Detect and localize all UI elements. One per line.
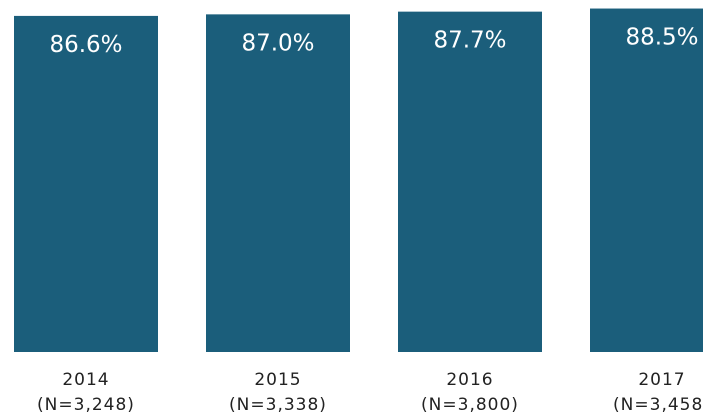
x-tick-label: 2014 (N=3,248) xyxy=(37,370,135,415)
bar xyxy=(206,14,350,352)
x-tick-label: 2016 (N=3,800) xyxy=(421,370,519,415)
value-label: 87.7% xyxy=(433,28,506,54)
value-label: 86.6% xyxy=(49,32,122,58)
bar xyxy=(590,8,703,353)
bar xyxy=(398,11,542,352)
x-tick-label: 2015 (N=3,338) xyxy=(229,370,327,415)
x-tick-label: 2017 (N=3,458) xyxy=(613,370,703,415)
value-label: 88.5% xyxy=(625,25,698,51)
bar xyxy=(14,15,158,352)
value-label: 87.0% xyxy=(241,30,314,56)
